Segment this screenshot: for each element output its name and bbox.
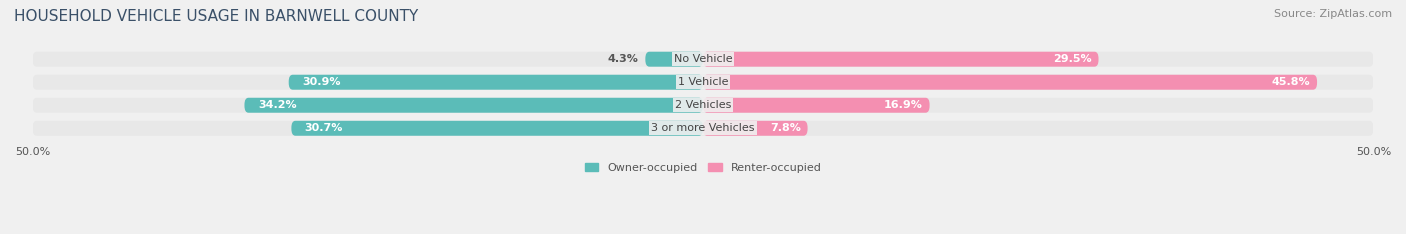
FancyBboxPatch shape <box>32 121 1374 136</box>
Text: 16.9%: 16.9% <box>884 100 922 110</box>
FancyBboxPatch shape <box>245 98 703 113</box>
FancyBboxPatch shape <box>32 75 1374 90</box>
FancyBboxPatch shape <box>703 121 807 136</box>
FancyBboxPatch shape <box>703 52 1098 67</box>
Text: Source: ZipAtlas.com: Source: ZipAtlas.com <box>1274 9 1392 19</box>
FancyBboxPatch shape <box>645 52 703 67</box>
Text: 29.5%: 29.5% <box>1053 54 1092 64</box>
FancyBboxPatch shape <box>32 52 1374 67</box>
FancyBboxPatch shape <box>703 98 929 113</box>
Text: 3 or more Vehicles: 3 or more Vehicles <box>651 123 755 133</box>
Legend: Owner-occupied, Renter-occupied: Owner-occupied, Renter-occupied <box>581 158 825 177</box>
FancyBboxPatch shape <box>288 75 703 90</box>
FancyBboxPatch shape <box>291 121 703 136</box>
FancyBboxPatch shape <box>703 75 1317 90</box>
Text: 45.8%: 45.8% <box>1272 77 1310 87</box>
Text: 34.2%: 34.2% <box>257 100 297 110</box>
Text: No Vehicle: No Vehicle <box>673 54 733 64</box>
Text: 2 Vehicles: 2 Vehicles <box>675 100 731 110</box>
Text: 30.9%: 30.9% <box>302 77 340 87</box>
Text: 7.8%: 7.8% <box>770 123 801 133</box>
Text: 4.3%: 4.3% <box>607 54 638 64</box>
Text: 1 Vehicle: 1 Vehicle <box>678 77 728 87</box>
FancyBboxPatch shape <box>32 98 1374 113</box>
Text: HOUSEHOLD VEHICLE USAGE IN BARNWELL COUNTY: HOUSEHOLD VEHICLE USAGE IN BARNWELL COUN… <box>14 9 419 24</box>
Text: 30.7%: 30.7% <box>305 123 343 133</box>
